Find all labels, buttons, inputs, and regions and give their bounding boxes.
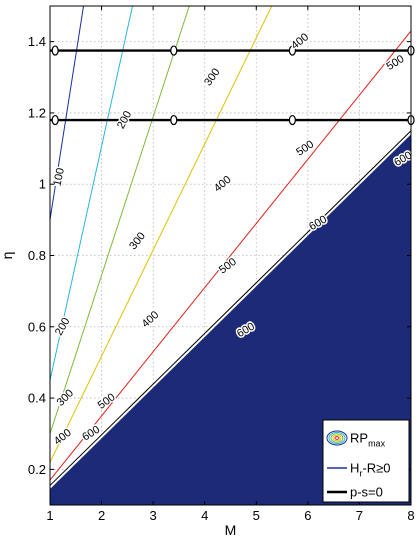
x-tick-label: 8 xyxy=(407,508,414,523)
plot-area: 1002003004005006002003004005003004005006… xyxy=(0,5,416,538)
contour-line-200 xyxy=(50,6,134,381)
x-tick-label: 5 xyxy=(253,508,260,523)
contour-line-400 xyxy=(50,6,273,463)
y-tick-label: 0.4 xyxy=(28,391,46,406)
x-tick-label: 7 xyxy=(356,508,363,523)
legend-contour-icon xyxy=(328,431,346,445)
x-tick-label: 4 xyxy=(201,508,208,523)
constraint-marker xyxy=(170,45,178,56)
legend-contour-icon xyxy=(330,433,344,443)
y-tick-label: 0.6 xyxy=(28,319,46,334)
legend-contour-icon xyxy=(326,430,348,446)
x-tick-label: 1 xyxy=(46,508,53,523)
x-tick-label: 6 xyxy=(304,508,311,523)
y-tick-label: 0.2 xyxy=(28,462,46,477)
y-axis-label: η xyxy=(0,252,15,260)
legend-entry-2: Hr-R≥0 xyxy=(350,461,390,479)
contour-line-600 xyxy=(50,130,411,486)
infeasible-region xyxy=(50,134,411,506)
legend-contour-icon xyxy=(332,434,342,442)
y-tick-label: 1.4 xyxy=(28,34,46,49)
contour-label: 100 xyxy=(51,167,67,187)
x-axis-label: M xyxy=(225,522,237,538)
contour-line-100 xyxy=(50,6,85,220)
constraint-marker xyxy=(288,45,296,56)
legend-entry-3: p-s=0 xyxy=(350,485,383,500)
x-tick-label: 3 xyxy=(150,508,157,523)
constraint-marker xyxy=(51,114,59,126)
contour-line-500 xyxy=(50,30,411,481)
y-tick-label: 0.8 xyxy=(28,248,46,263)
constraint-marker xyxy=(170,114,178,126)
y-tick-label: 1.2 xyxy=(28,105,46,120)
legend-contour-icon xyxy=(334,436,340,440)
constraint-marker xyxy=(288,114,296,126)
legend-entry-1: RPmax xyxy=(350,431,386,449)
contour-line-300 xyxy=(50,6,190,434)
y-tick-label: 1 xyxy=(39,177,46,192)
x-tick-label: 2 xyxy=(98,508,105,523)
constraint-marker xyxy=(51,45,59,56)
